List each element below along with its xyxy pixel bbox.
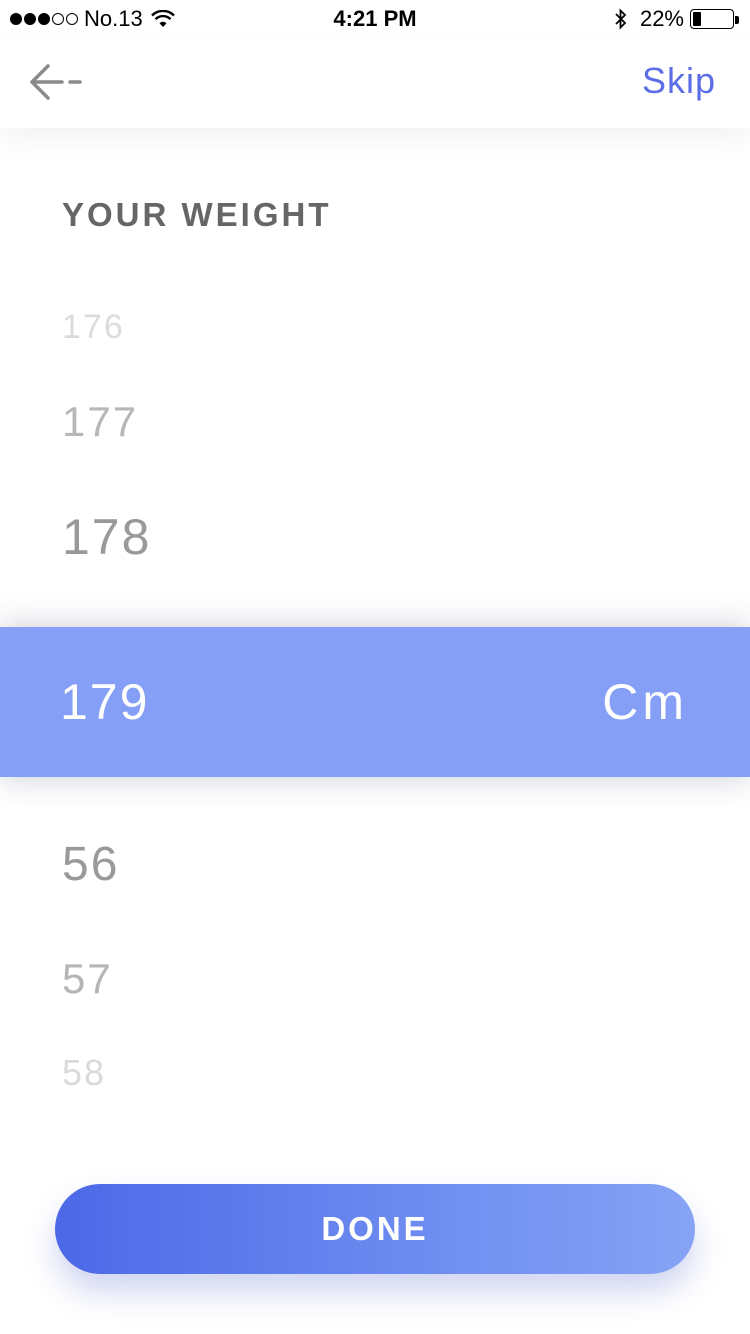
status-bar: No.13 4:21 PM 22% (0, 0, 750, 40)
picker-item-label: 176 (62, 308, 125, 346)
selected-value: 179 (60, 674, 150, 730)
status-time: 4:21 PM (333, 6, 417, 31)
picker-item-label: 56 (62, 838, 120, 891)
picker-item[interactable]: 177 (62, 398, 138, 446)
picker-item-label: 177 (62, 398, 139, 445)
picker-item-label: 178 (62, 509, 152, 565)
header: Skip (0, 40, 750, 128)
skip-button[interactable]: Skip (641, 60, 716, 101)
picker-item-label: 58 (62, 1052, 107, 1093)
selected-unit: Cm (602, 674, 688, 730)
picker-item-label: 57 (62, 955, 113, 1002)
bluetooth-icon (615, 8, 627, 30)
picker-item[interactable]: 57 (62, 955, 113, 1003)
status-right: 22% (614, 6, 740, 32)
picker-item[interactable]: 58 (62, 1052, 106, 1094)
carrier-name: No.13 (84, 6, 143, 31)
status-left: No.13 (10, 6, 175, 32)
battery-percentage: 22% (639, 6, 684, 31)
selected-picker-row[interactable]: 179 Cm (0, 627, 750, 777)
done-button[interactable]: DONE (55, 1184, 695, 1274)
wifi-icon (150, 10, 175, 27)
picker-item[interactable]: 176 (62, 308, 125, 347)
signal-strength-icon (10, 13, 78, 25)
back-arrow-icon[interactable] (26, 60, 86, 104)
battery-icon (690, 9, 739, 29)
battery-level (693, 12, 701, 26)
page-title: YOUR WEIGHT (62, 196, 332, 233)
picker-item[interactable]: 178 (62, 508, 151, 566)
picker-item[interactable]: 56 (62, 837, 119, 892)
